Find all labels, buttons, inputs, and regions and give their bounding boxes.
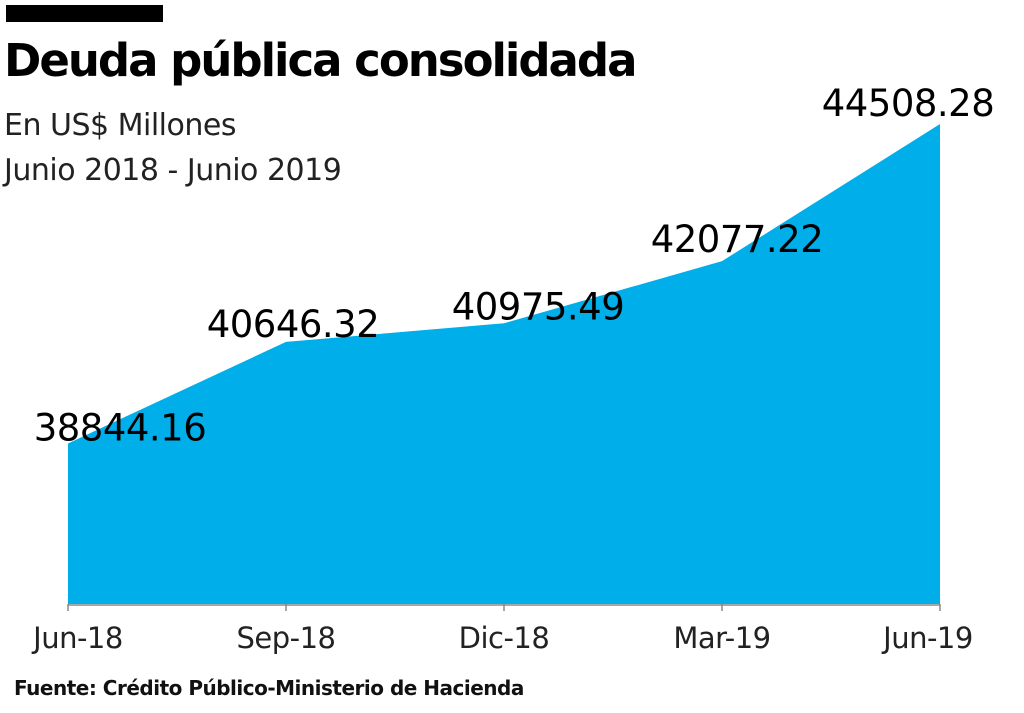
x-tick-label: Dic-18 [459, 621, 550, 655]
source-note: Fuente: Crédito Público-Ministerio de Ha… [14, 676, 524, 700]
x-tick-label: Jun-18 [31, 621, 123, 655]
data-label: 40975.49 [452, 285, 625, 328]
data-label: 38844.16 [34, 407, 207, 450]
chart-subtitle-period: Junio 2018 - Junio 2019 [4, 153, 342, 188]
chart-subtitle-unit: En US$ Millones [4, 108, 236, 143]
title-accent-bar [6, 5, 163, 22]
chart-title: Deuda pública consolidada [4, 34, 638, 87]
data-label: 40646.32 [207, 303, 380, 346]
data-label: 42077.22 [651, 218, 824, 261]
x-tick-label: Jun-19 [881, 621, 973, 655]
x-tick-label: Mar-19 [673, 621, 770, 655]
data-label: 44508.28 [822, 82, 995, 125]
area-series [68, 124, 940, 604]
x-tick-label: Sep-18 [236, 621, 335, 655]
